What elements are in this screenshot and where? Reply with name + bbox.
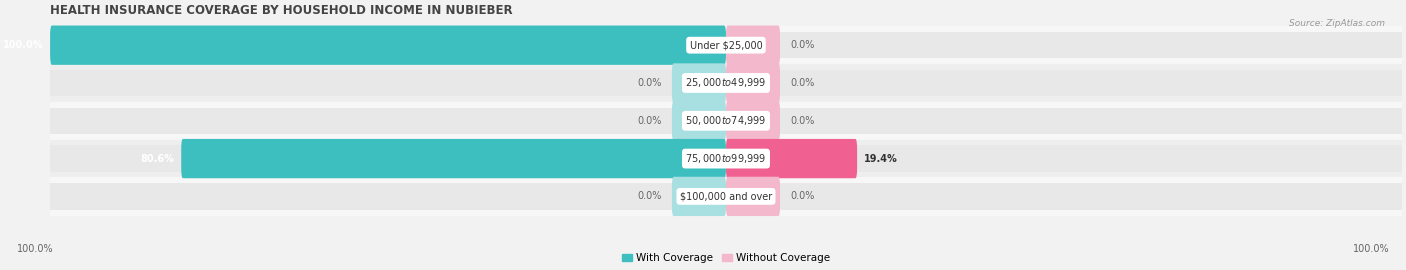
Text: Under $25,000: Under $25,000 [689, 40, 762, 50]
FancyBboxPatch shape [725, 101, 780, 140]
Bar [51, 64, 1402, 102]
FancyBboxPatch shape [725, 177, 780, 216]
Bar [725, 107, 1402, 134]
Bar [725, 32, 1402, 58]
Bar [51, 26, 1402, 64]
Text: 0.0%: 0.0% [790, 40, 814, 50]
Bar [51, 102, 1402, 140]
Text: 19.4%: 19.4% [863, 154, 897, 164]
Text: $50,000 to $74,999: $50,000 to $74,999 [685, 114, 766, 127]
FancyBboxPatch shape [725, 26, 780, 65]
FancyBboxPatch shape [181, 139, 725, 178]
Text: 0.0%: 0.0% [790, 78, 814, 88]
Text: 100.0%: 100.0% [17, 244, 53, 254]
FancyBboxPatch shape [725, 63, 780, 103]
Text: HEALTH INSURANCE COVERAGE BY HOUSEHOLD INCOME IN NUBIEBER: HEALTH INSURANCE COVERAGE BY HOUSEHOLD I… [51, 4, 513, 17]
Legend: With Coverage, Without Coverage: With Coverage, Without Coverage [621, 253, 831, 263]
Text: Source: ZipAtlas.com: Source: ZipAtlas.com [1289, 19, 1385, 28]
Text: 100.0%: 100.0% [1353, 244, 1389, 254]
Bar [51, 32, 725, 58]
Bar [725, 183, 1402, 210]
Bar [51, 145, 725, 172]
Text: 0.0%: 0.0% [637, 116, 662, 126]
FancyBboxPatch shape [672, 101, 725, 140]
Text: 0.0%: 0.0% [637, 78, 662, 88]
FancyBboxPatch shape [672, 177, 725, 216]
Text: 80.6%: 80.6% [141, 154, 174, 164]
Bar [51, 140, 1402, 177]
Bar [51, 177, 1402, 215]
Text: 0.0%: 0.0% [790, 116, 814, 126]
FancyBboxPatch shape [672, 63, 725, 103]
FancyBboxPatch shape [725, 139, 858, 178]
Bar [51, 107, 725, 134]
Text: $100,000 and over: $100,000 and over [681, 191, 772, 201]
Text: 0.0%: 0.0% [637, 191, 662, 201]
Bar [725, 145, 1402, 172]
Bar [51, 70, 725, 96]
Bar [51, 183, 725, 210]
Text: 100.0%: 100.0% [3, 40, 44, 50]
Text: $25,000 to $49,999: $25,000 to $49,999 [685, 76, 766, 89]
Text: 0.0%: 0.0% [790, 191, 814, 201]
Bar [725, 70, 1402, 96]
Text: $75,000 to $99,999: $75,000 to $99,999 [685, 152, 766, 165]
FancyBboxPatch shape [51, 26, 725, 65]
